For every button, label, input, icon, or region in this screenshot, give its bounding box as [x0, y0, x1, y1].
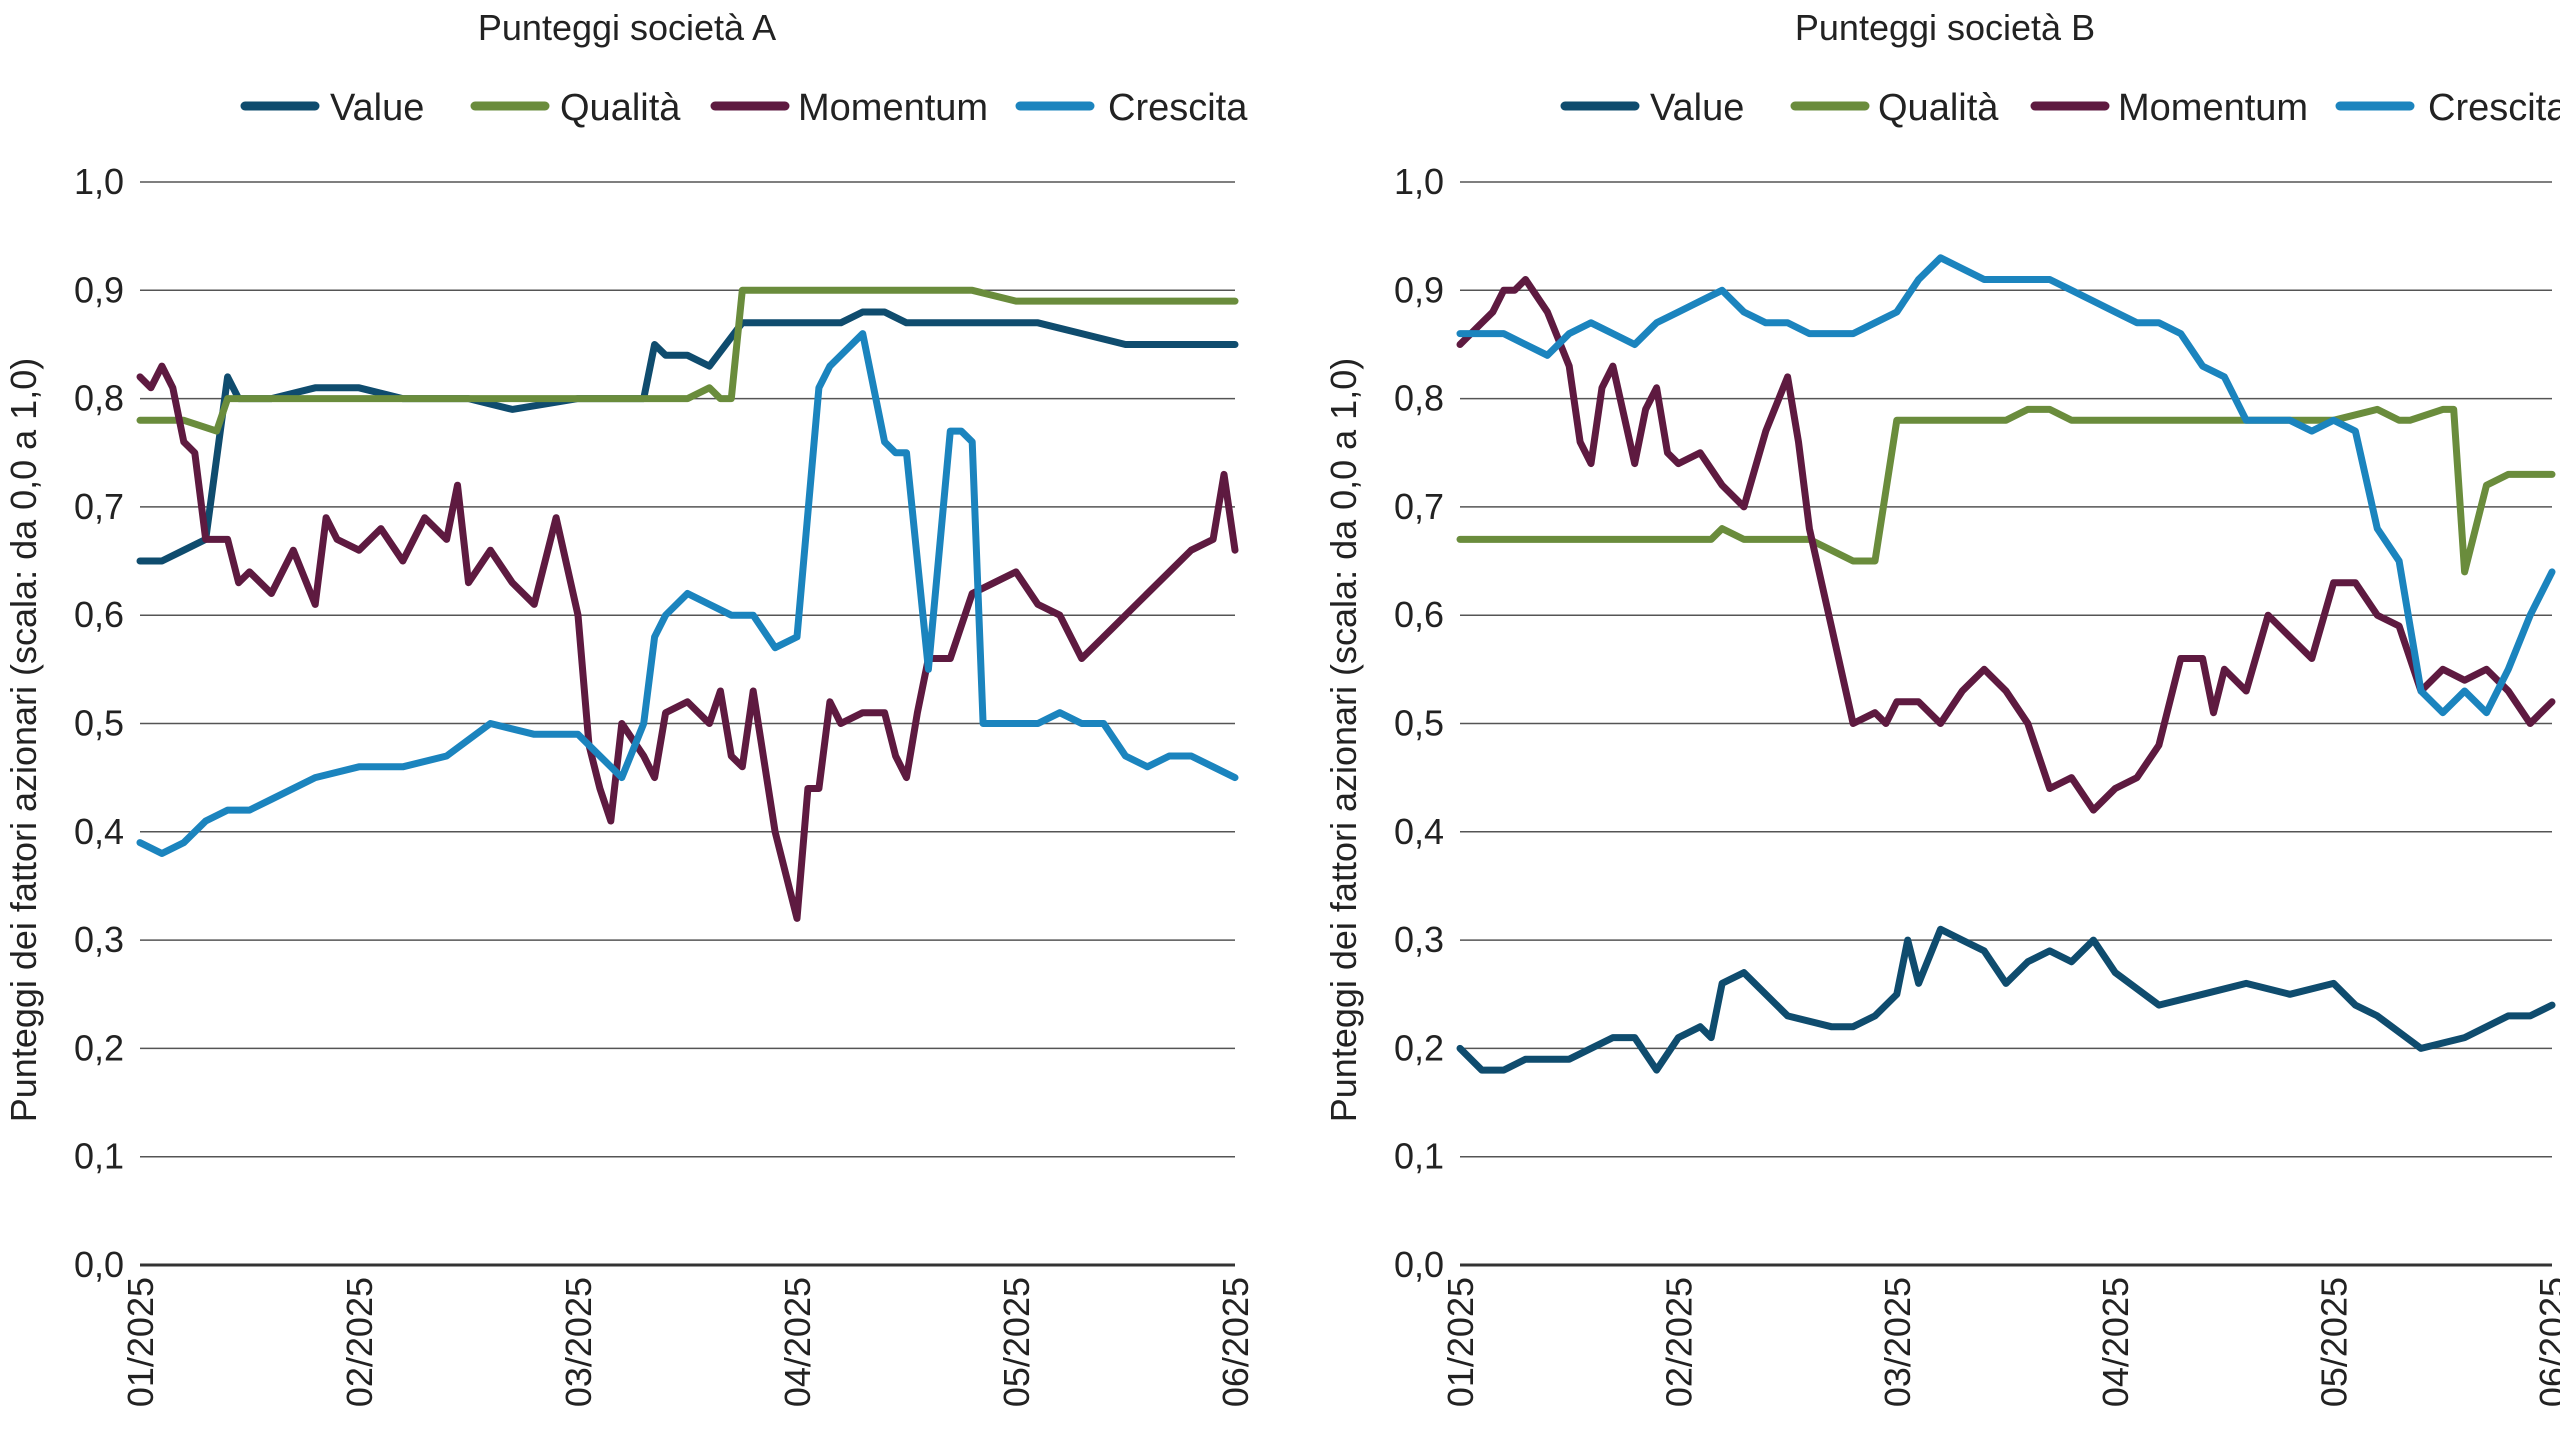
- legend-label-crescita: Crescita: [2428, 87, 2560, 129]
- y-axis-label: Punteggi dei fattori azionari (scala: da…: [3, 358, 44, 1122]
- x-tick-label: 04/2025: [777, 1277, 818, 1407]
- y-tick-label: 0,9: [74, 269, 124, 310]
- gridlines: [1460, 181, 2552, 1267]
- chart-panel-societa-b: Punteggi società B Value Qualità Momentu…: [1323, 7, 2560, 1407]
- legend-label-qualita: Qualità: [1878, 87, 1999, 129]
- x-tick-label: 01/2025: [1440, 1277, 1481, 1407]
- y-tick-label: 0,6: [1394, 594, 1444, 635]
- series-line-crescita: [1456, 254, 2556, 717]
- y-tick-label: 0,4: [1394, 811, 1444, 852]
- x-tick-label: 06/2025: [2532, 1277, 2560, 1407]
- y-tick-label: 0,0: [1394, 1244, 1444, 1285]
- y-tick-label: 0,3: [74, 919, 124, 960]
- legend-label-value: Value: [330, 87, 424, 129]
- x-tick-label: 01/2025: [120, 1277, 161, 1407]
- y-tick-label: 0,3: [1394, 919, 1444, 960]
- y-tick-label: 0,8: [74, 378, 124, 419]
- x-tick-label: 02/2025: [1658, 1277, 1699, 1407]
- y-tick-label: 0,6: [74, 594, 124, 635]
- series-lines: [136, 286, 1239, 922]
- x-tick-label: 06/2025: [1215, 1277, 1256, 1407]
- legend: Value Qualità Momentum Crescita: [240, 87, 1248, 129]
- y-tick-label: 1,0: [1394, 161, 1444, 202]
- legend-label-qualita: Qualità: [560, 87, 681, 129]
- x-axis-ticks: 01/2025 02/2025 03/2025 04/2025 05/2025 06/20…: [1440, 1277, 2560, 1407]
- series-line-qualita: [136, 286, 1239, 435]
- x-tick-label: 03/2025: [558, 1277, 599, 1407]
- y-tick-label: 0,2: [74, 1027, 124, 1068]
- y-tick-label: 0,1: [1394, 1136, 1444, 1177]
- y-axis-label: Punteggi dei fattori azionari (scala: da…: [1323, 358, 1364, 1122]
- y-tick-label: 0,7: [1394, 486, 1444, 527]
- y-tick-label: 0,5: [74, 703, 124, 744]
- series-line-momentum: [136, 362, 1239, 922]
- gridlines: [140, 181, 1235, 1267]
- y-tick-label: 0,8: [1394, 378, 1444, 419]
- series-line-value: [136, 308, 1239, 565]
- x-tick-label: 03/2025: [1877, 1277, 1918, 1407]
- y-tick-label: 0,0: [74, 1244, 124, 1285]
- series-line-crescita: [136, 330, 1239, 857]
- x-tick-label: 02/2025: [339, 1277, 380, 1407]
- legend-label-momentum: Momentum: [798, 87, 988, 129]
- legend-label-momentum: Momentum: [2118, 87, 2308, 129]
- series-line-qualita: [1456, 405, 2556, 576]
- legend: Value Qualità Momentum Crescita: [1560, 87, 2560, 129]
- chart-title: Punteggi società A: [478, 7, 776, 48]
- series-line-momentum: [1456, 276, 2556, 814]
- y-tick-label: 0,5: [1394, 703, 1444, 744]
- y-tick-label: 0,2: [1394, 1027, 1444, 1068]
- chart-panel-societa-a: Punteggi società A Value Qualità Momentu…: [3, 7, 1256, 1407]
- y-tick-label: 0,4: [74, 811, 124, 852]
- legend-label-value: Value: [1650, 87, 1744, 129]
- series-lines: [1456, 254, 2556, 1074]
- x-tick-label: 05/2025: [2314, 1277, 2355, 1407]
- y-tick-label: 0,7: [74, 486, 124, 527]
- y-axis-ticks: 0,0 0,1 0,2 0,3 0,4 0,5 0,6 0,7 0,8 0,9 1,0: [1394, 161, 1444, 1285]
- y-tick-label: 0,9: [1394, 269, 1444, 310]
- x-tick-label: 04/2025: [2095, 1277, 2136, 1407]
- x-tick-label: 05/2025: [996, 1277, 1037, 1407]
- y-axis-ticks: 0,0 0,1 0,2 0,3 0,4 0,5 0,6 0,7 0,8 0,9 1,0: [74, 161, 124, 1285]
- x-axis-ticks: 01/2025 02/2025 03/2025 04/2025 05/2025 06/20…: [120, 1277, 1256, 1407]
- y-tick-label: 0,1: [74, 1136, 124, 1177]
- y-tick-label: 1,0: [74, 161, 124, 202]
- chart-title: Punteggi società B: [1795, 7, 2095, 48]
- series-line-value: [1456, 925, 2556, 1074]
- legend-label-crescita: Crescita: [1108, 87, 1248, 129]
